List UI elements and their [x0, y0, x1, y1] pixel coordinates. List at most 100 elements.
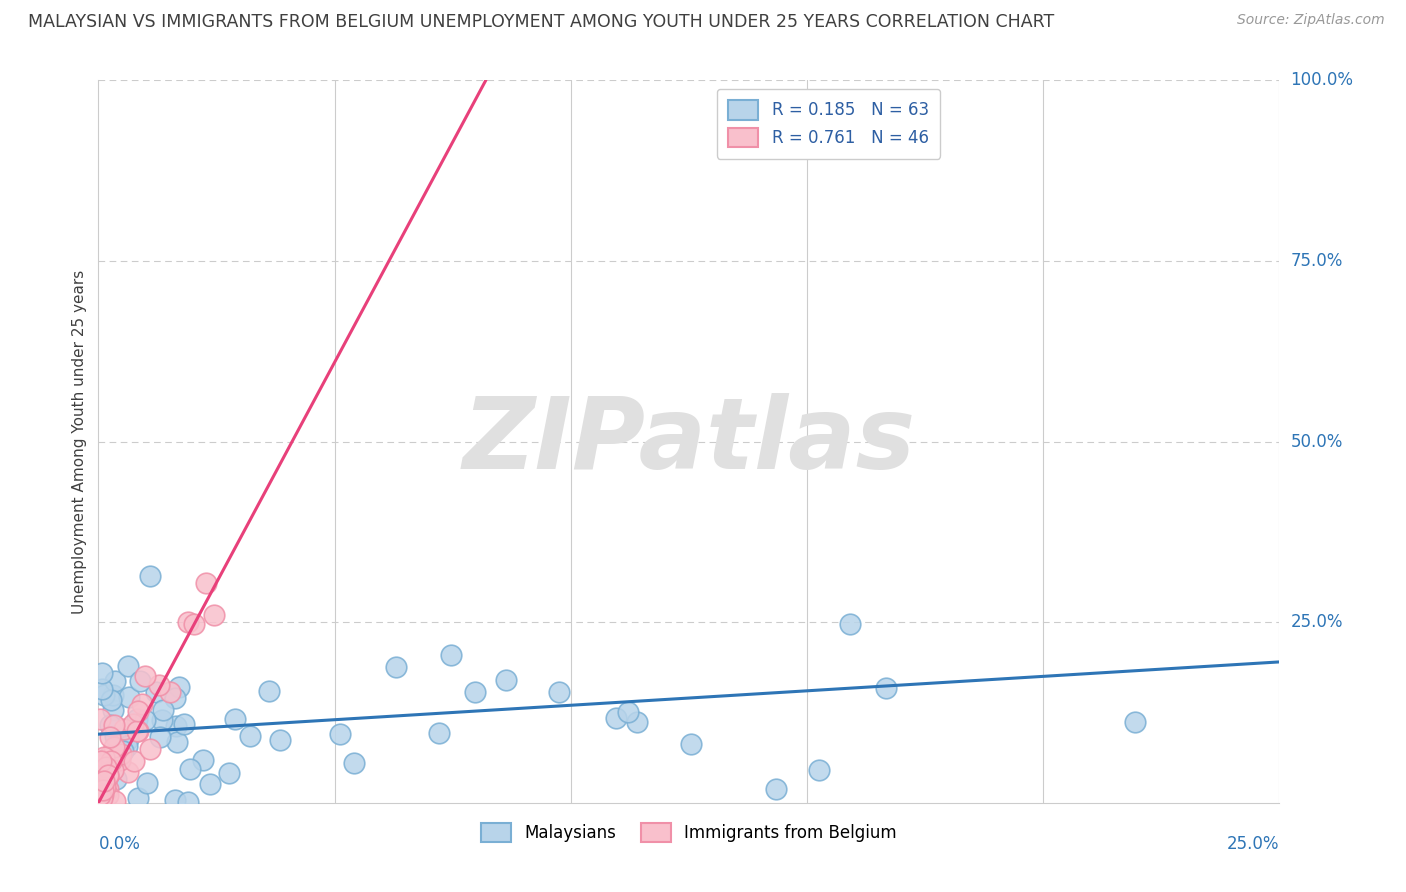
Point [165, 719, 187, 733]
Point [139, 569, 162, 583]
Point [495, 673, 517, 687]
Point [179, 762, 201, 776]
Point [117, 732, 139, 747]
Point [329, 727, 352, 741]
Point [91, 787, 114, 801]
Point [177, 615, 200, 629]
Point [269, 732, 291, 747]
Point [100, 692, 122, 706]
Point [202, 607, 225, 622]
Point [131, 697, 153, 711]
Legend: Malaysians, Immigrants from Belgium: Malaysians, Immigrants from Belgium [474, 816, 904, 848]
Point [464, 685, 486, 699]
Point [808, 763, 831, 777]
Point [105, 748, 128, 763]
Point [117, 658, 139, 673]
Point [117, 765, 139, 780]
Point [127, 713, 149, 727]
Point [145, 684, 167, 698]
Point [127, 704, 149, 718]
Point [1123, 714, 1146, 729]
Point [149, 730, 172, 744]
Point [875, 681, 897, 695]
Point [150, 713, 173, 727]
Text: 0.0%: 0.0% [98, 835, 141, 854]
Point [129, 673, 152, 688]
Point [163, 792, 186, 806]
Point [838, 616, 860, 631]
Point [194, 575, 217, 590]
Point [440, 648, 463, 663]
Text: Source: ZipAtlas.com: Source: ZipAtlas.com [1237, 13, 1385, 28]
Point [152, 703, 174, 717]
Point [122, 716, 145, 731]
Y-axis label: Unemployment Among Youth under 25 years: Unemployment Among Youth under 25 years [72, 269, 87, 614]
Point [166, 735, 188, 749]
Point [765, 782, 787, 797]
Point [96, 779, 118, 793]
Point [134, 713, 156, 727]
Point [104, 674, 127, 689]
Point [177, 795, 200, 809]
Point [93, 774, 115, 789]
Point [91, 790, 114, 805]
Point [343, 756, 366, 770]
Point [97, 750, 120, 764]
Point [135, 776, 157, 790]
Point [89, 712, 111, 726]
Point [115, 739, 138, 753]
Point [97, 769, 120, 783]
Point [97, 782, 120, 797]
Text: 25.0%: 25.0% [1291, 613, 1343, 632]
Point [127, 723, 149, 738]
Point [640, 820, 662, 834]
Point [91, 681, 114, 696]
Point [101, 702, 124, 716]
Point [98, 731, 121, 745]
Text: 50.0%: 50.0% [1291, 433, 1343, 450]
Text: 75.0%: 75.0% [1291, 252, 1343, 270]
Point [605, 711, 627, 725]
Text: ZIPatlas: ZIPatlas [463, 393, 915, 490]
Point [173, 717, 195, 731]
Point [385, 660, 408, 674]
Point [89, 758, 111, 772]
Text: 100.0%: 100.0% [1291, 71, 1354, 89]
Point [93, 749, 115, 764]
Point [90, 754, 112, 768]
Point [97, 789, 120, 803]
Point [259, 684, 281, 698]
Point [101, 688, 124, 702]
Point [127, 791, 149, 805]
Point [239, 730, 262, 744]
Text: MALAYSIAN VS IMMIGRANTS FROM BELGIUM UNEMPLOYMENT AMONG YOUTH UNDER 25 YEARS COR: MALAYSIAN VS IMMIGRANTS FROM BELGIUM UNE… [28, 13, 1054, 31]
Point [112, 722, 135, 736]
Point [617, 705, 640, 719]
Point [96, 760, 118, 774]
Point [98, 718, 121, 732]
Point [134, 669, 156, 683]
Point [91, 807, 114, 822]
Point [110, 747, 132, 762]
Point [548, 685, 571, 699]
Point [427, 726, 450, 740]
Point [90, 801, 112, 815]
Text: 25.0%: 25.0% [1227, 835, 1279, 854]
Point [111, 744, 134, 758]
Point [191, 753, 214, 767]
Point [159, 685, 181, 699]
Point [103, 729, 125, 743]
Point [218, 765, 240, 780]
Point [96, 767, 118, 781]
Point [118, 690, 141, 704]
Point [93, 780, 115, 795]
Point [200, 777, 222, 791]
Point [224, 712, 246, 726]
Point [167, 680, 190, 694]
Point [100, 754, 122, 768]
Point [679, 737, 702, 751]
Point [104, 772, 127, 786]
Point [90, 789, 112, 803]
Point [110, 753, 132, 767]
Point [122, 754, 145, 768]
